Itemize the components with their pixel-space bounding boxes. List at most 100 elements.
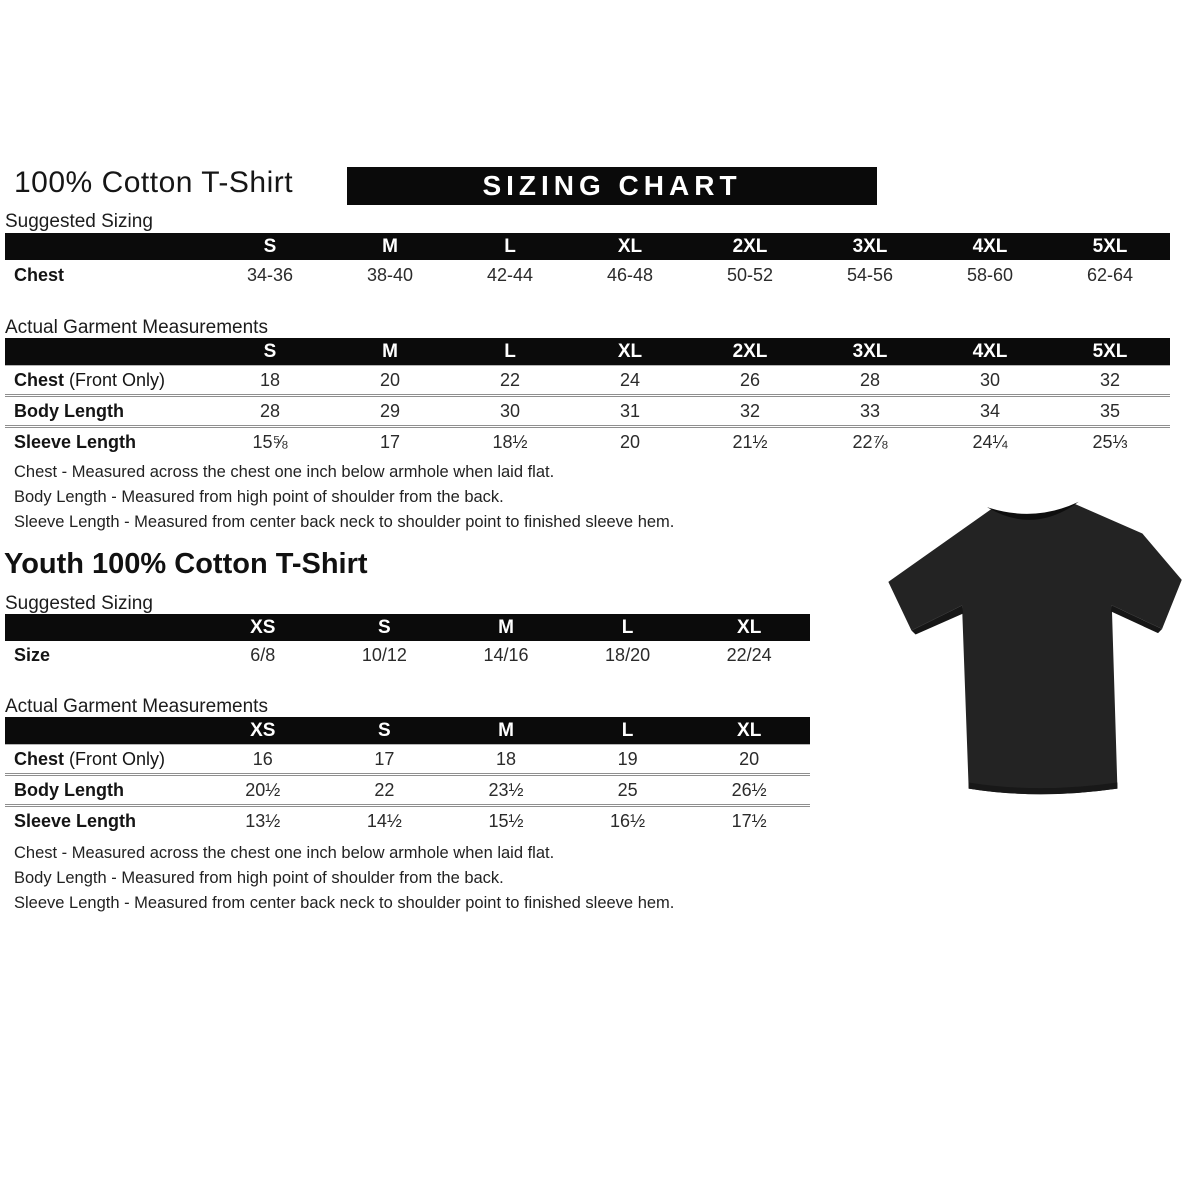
- column-header: 5XL: [1092, 340, 1128, 362]
- table-cell: 18½: [492, 431, 528, 452]
- note-chest: Chest - Measured across the chest one in…: [14, 463, 555, 481]
- table-cell: 25⅓: [1092, 431, 1128, 452]
- row-label: Size: [14, 644, 51, 665]
- column-header: XL: [737, 616, 762, 638]
- column-header: M: [498, 616, 514, 638]
- adult-suggested-sizing-label: Suggested Sizing: [5, 211, 153, 232]
- table-cell: 22/24: [726, 644, 772, 665]
- table-cell: 26½: [731, 779, 767, 800]
- table-cell: 34: [979, 400, 1001, 421]
- column-header: S: [378, 719, 391, 741]
- table-row-chest-front-only: Chest (Front Only) 16 17 18 19 20: [5, 744, 810, 773]
- table-cell: 30: [979, 369, 1001, 390]
- table-cell: 29: [379, 400, 401, 421]
- adult-measurement-notes: Chest - Measured across the chest one in…: [14, 460, 674, 535]
- black-tshirt-image: [888, 501, 1182, 795]
- table-cell: 14/16: [483, 644, 529, 665]
- table-row-size: Size 6/8 10/12 14/16 18/20 22/24: [5, 641, 810, 669]
- column-header: 5XL: [1092, 235, 1128, 257]
- table-cell: 16: [252, 748, 273, 769]
- row-label: Chest: [14, 264, 65, 285]
- table-cell: 31: [619, 400, 641, 421]
- table-cell: 28: [259, 400, 281, 421]
- column-header: L: [504, 340, 516, 362]
- table-cell: 23½: [488, 779, 524, 800]
- column-header: S: [263, 235, 277, 257]
- youth-suggested-sizing-table: XS S M L XL Size 6/8 10/12 14/16 18/20 2…: [5, 614, 810, 669]
- column-header: 2XL: [732, 235, 768, 257]
- table-row-sleeve-length: Sleeve Length 13½ 14½ 15½ 16½ 17½: [5, 804, 810, 835]
- table-cell: 17: [374, 748, 395, 769]
- table-header-row: S M L XL 2XL 3XL 4XL 5XL: [5, 233, 1170, 260]
- row-label: Sleeve Length: [14, 431, 137, 452]
- table-cell: 34-36: [246, 264, 294, 285]
- table-cell: 17: [379, 431, 401, 452]
- table-cell: 22: [374, 779, 395, 800]
- table-cell: 22: [499, 369, 521, 390]
- table-cell: 19: [617, 748, 638, 769]
- column-header: XS: [250, 719, 276, 741]
- table-cell: 46-48: [606, 264, 654, 285]
- row-label: Sleeve Length: [14, 810, 137, 831]
- table-header-row: XS S M L XL: [5, 614, 810, 641]
- youth-actual-measurements-label: Actual Garment Measurements: [5, 696, 268, 717]
- table-cell: 32: [1099, 369, 1121, 390]
- table-cell: 33: [859, 400, 881, 421]
- table-cell: 58-60: [966, 264, 1014, 285]
- table-cell: 20½: [245, 779, 281, 800]
- column-header: M: [382, 235, 398, 257]
- table-cell: 24¼: [972, 431, 1008, 452]
- table-cell: 15½: [488, 810, 524, 831]
- table-cell: 20: [619, 431, 641, 452]
- page-title: 100% Cotton T-Shirt: [14, 166, 294, 199]
- table-cell: 10/12: [361, 644, 407, 665]
- column-header: 2XL: [732, 340, 768, 362]
- table-row-sleeve-length: Sleeve Length 15⅝ 17 18½ 20 21½ 22⅞ 24¼ …: [5, 425, 1170, 456]
- column-header: XL: [617, 235, 643, 257]
- column-header: L: [621, 719, 634, 741]
- row-label: Chest: [14, 369, 65, 390]
- table-cell: 18: [495, 748, 516, 769]
- table-cell: 6/8: [250, 644, 276, 665]
- note-chest: Chest - Measured across the chest one in…: [14, 844, 555, 862]
- table-cell: 32: [739, 400, 761, 421]
- table-cell: 20: [739, 748, 760, 769]
- column-header: L: [621, 616, 634, 638]
- table-cell: 50-52: [726, 264, 774, 285]
- table-row-chest-front-only: Chest (Front Only) 18 20 22 24 26 28 30 …: [5, 365, 1170, 394]
- table-cell: 42-44: [486, 264, 534, 285]
- table-cell: 28: [859, 369, 881, 390]
- table-row-chest: Chest 34-36 38-40 42-44 46-48 50-52 54-5…: [5, 260, 1170, 290]
- column-header: XL: [617, 340, 643, 362]
- column-header: 4XL: [972, 340, 1008, 362]
- table-cell: 18/20: [605, 644, 651, 665]
- column-header: XL: [737, 719, 762, 741]
- table-cell: 62-64: [1086, 264, 1134, 285]
- table-cell: 25: [617, 779, 638, 800]
- column-header: M: [382, 340, 398, 362]
- note-body-length: Body Length - Measured from high point o…: [14, 488, 504, 506]
- row-label: Chest: [14, 748, 65, 769]
- adult-actual-measurements-label: Actual Garment Measurements: [5, 317, 268, 338]
- row-label: Body Length: [14, 400, 124, 421]
- table-cell: 16½: [610, 810, 646, 831]
- table-cell: 35: [1099, 400, 1121, 421]
- table-cell: 21½: [732, 431, 768, 452]
- table-cell: 54-56: [846, 264, 894, 285]
- sizing-chart-banner: SIZING CHART: [347, 167, 877, 205]
- table-header-row: XS S M L XL: [5, 717, 810, 744]
- table-header-row: S M L XL 2XL 3XL 4XL 5XL: [5, 338, 1170, 365]
- column-header: M: [498, 719, 514, 741]
- table-cell: 26: [739, 369, 761, 390]
- table-cell: 38-40: [366, 264, 414, 285]
- column-header: XS: [250, 616, 276, 638]
- youth-actual-measurements-table: XS S M L XL Chest (Front Only) 16 17 18 …: [5, 717, 810, 835]
- table-cell: 22⅞: [852, 431, 888, 452]
- youth-section-title: Youth 100% Cotton T-Shirt: [4, 548, 368, 580]
- table-cell: 13½: [245, 810, 281, 831]
- youth-suggested-sizing-label: Suggested Sizing: [5, 593, 153, 614]
- column-header: 3XL: [852, 235, 888, 257]
- table-cell: 20: [379, 369, 401, 390]
- table-cell: 18: [259, 369, 281, 390]
